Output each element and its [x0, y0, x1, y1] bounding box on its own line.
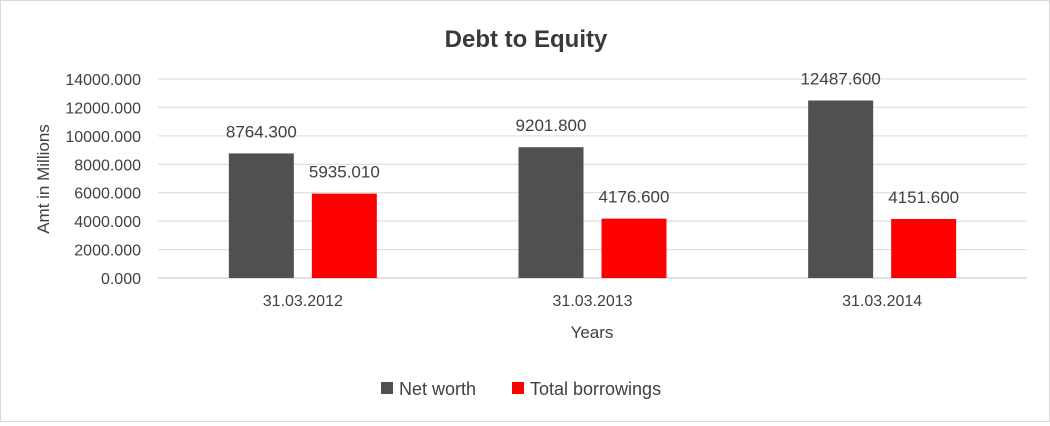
- x-axis-ticks: 31.03.2012 31.03.2013 31.03.2014: [263, 293, 923, 310]
- legend-label: Net worth: [399, 379, 476, 399]
- data-label: 5935.010: [309, 163, 380, 182]
- y-tick-label: 0.000: [101, 271, 141, 288]
- data-label: 12487.600: [800, 69, 880, 88]
- bar: [518, 147, 584, 278]
- legend: Net worth Total borrowings: [381, 379, 661, 399]
- bar: [808, 100, 874, 279]
- legend-swatch: [512, 382, 524, 394]
- chart-title: Debt to Equity: [445, 26, 608, 53]
- y-tick-label: 12000.000: [65, 100, 141, 117]
- x-axis-label: Years: [571, 323, 614, 342]
- bar: [311, 193, 377, 278]
- legend-swatch: [381, 382, 393, 394]
- data-label: 4176.600: [599, 188, 670, 207]
- x-tick-label: 31.03.2014: [842, 293, 922, 310]
- data-labels: 8764.300 5935.010 9201.800 4176.600 12487.60…: [226, 69, 959, 206]
- y-tick-label: 8000.000: [74, 157, 141, 174]
- y-tick-label: 10000.000: [65, 129, 141, 146]
- gridlines: [158, 78, 1027, 279]
- data-label: 8764.300: [226, 122, 297, 141]
- x-tick-label: 31.03.2012: [263, 293, 343, 310]
- y-tick-label: 4000.000: [74, 214, 141, 231]
- bar: [601, 218, 667, 278]
- x-tick-label: 31.03.2013: [552, 293, 632, 310]
- data-label: 4151.600: [888, 188, 959, 207]
- bar: [228, 153, 294, 278]
- y-axis-ticks: 0.000 2000.000 4000.000 6000.000 8000.000 100…: [65, 72, 141, 288]
- y-tick-label: 14000.000: [65, 72, 141, 89]
- bars: [228, 100, 957, 279]
- data-label: 9201.800: [516, 116, 587, 135]
- bar: [891, 218, 957, 278]
- y-tick-label: 6000.000: [74, 186, 141, 203]
- legend-label: Total borrowings: [530, 379, 661, 399]
- y-tick-label: 2000.000: [74, 243, 141, 260]
- y-axis-label: Amt in Millions: [34, 124, 53, 234]
